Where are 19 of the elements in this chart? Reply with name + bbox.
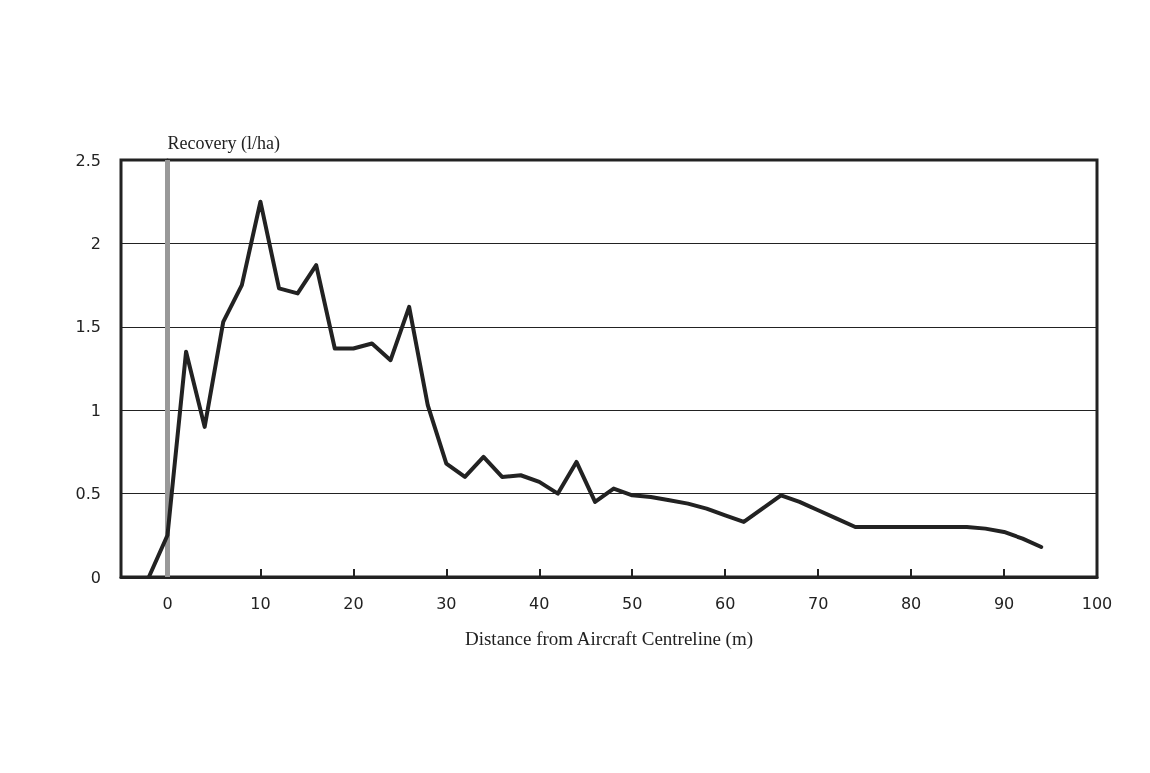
x-axis-title: Distance from Aircraft Centreline (m) <box>464 628 754 650</box>
y-axis-title: Recovery (l/ha) <box>167 133 280 154</box>
y-tick-label: 0 <box>90 567 101 587</box>
x-tick-label: 90 <box>993 593 1015 613</box>
x-tick-label: 30 <box>436 593 457 613</box>
x-tick-label: 60 <box>715 593 736 613</box>
x-tick-label: 40 <box>529 593 550 613</box>
y-tick-label: 0.5 <box>75 484 101 504</box>
x-tick-label: 100 <box>1081 593 1113 613</box>
x-tick-label: 10 <box>250 593 271 613</box>
y-tick-label: 1.5 <box>75 317 101 337</box>
y-tick-label: 1 <box>90 400 101 420</box>
x-tick-label: 0 <box>162 593 173 613</box>
x-tick-label: 80 <box>900 593 922 613</box>
y-tick-label: 2.5 <box>75 150 101 170</box>
x-tick-label: 50 <box>622 593 643 613</box>
x-tick-label: 70 <box>807 593 829 613</box>
y-tick-label: 2 <box>90 233 101 253</box>
x-tick-label: 20 <box>343 593 364 613</box>
